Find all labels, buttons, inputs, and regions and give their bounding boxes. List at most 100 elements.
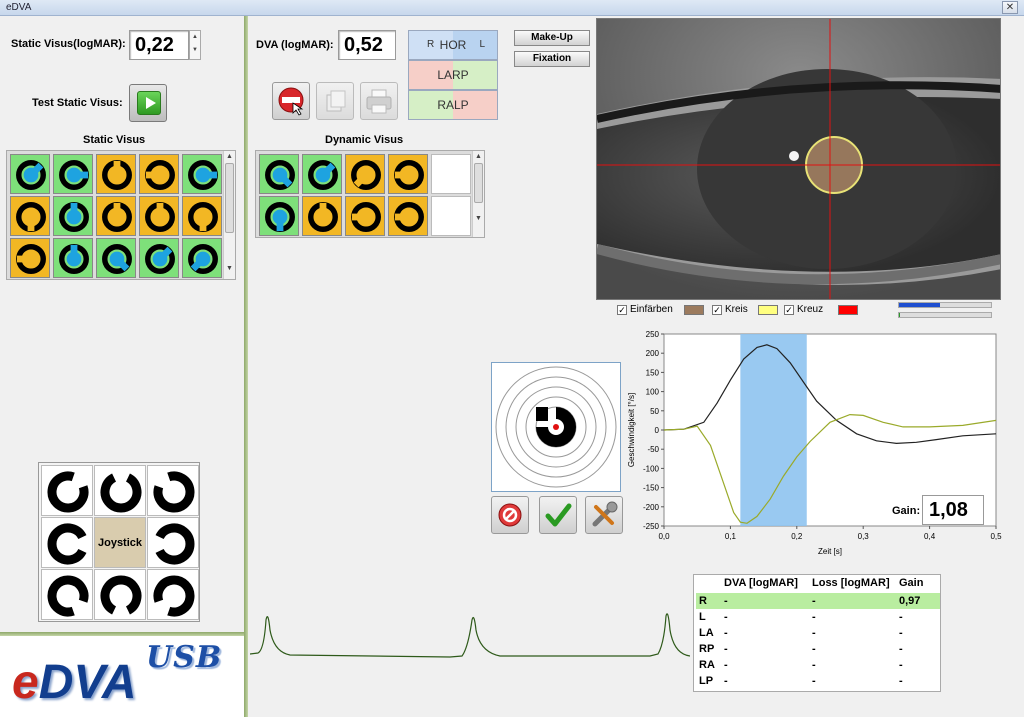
- static-visus-cell[interactable]: [182, 238, 222, 278]
- y-tick-label: -250: [643, 522, 660, 531]
- y-tick-label: 100: [646, 388, 660, 397]
- dva-value[interactable]: 0,52: [338, 30, 396, 60]
- static-visus-spinner[interactable]: ▲ ▼: [189, 30, 201, 60]
- scroll-up-icon[interactable]: ▲: [226, 153, 233, 160]
- static-visus-cell[interactable]: [182, 196, 222, 236]
- dynamic-visus-cell[interactable]: [302, 196, 342, 236]
- kreis-color-swatch[interactable]: [758, 305, 778, 315]
- static-visus-cell[interactable]: [139, 238, 179, 278]
- progress-bar-1: [898, 302, 992, 308]
- static-visus-cell[interactable]: [139, 196, 179, 236]
- static-visus-cell[interactable]: [10, 196, 50, 236]
- panel-divider: [244, 16, 248, 717]
- static-visus-cell[interactable]: [10, 154, 50, 194]
- einfaerben-color-swatch[interactable]: [684, 305, 704, 315]
- dynamic-visus-title: Dynamic Visus: [325, 134, 404, 146]
- static-visus-cell[interactable]: [96, 196, 136, 236]
- joystick-direction-button[interactable]: [41, 569, 93, 620]
- print-button[interactable]: [360, 82, 398, 120]
- table-cell-gain: 0,97: [899, 595, 921, 607]
- static-visus-cell[interactable]: [10, 238, 50, 278]
- eye-camera-view[interactable]: [596, 18, 1001, 300]
- static-visus-value[interactable]: 0,22: [129, 30, 189, 60]
- copy-button[interactable]: [316, 82, 354, 120]
- static-visus-cell[interactable]: [53, 196, 93, 236]
- landolt-c-icon: [153, 471, 195, 513]
- table-row[interactable]: RA - - -: [696, 657, 940, 673]
- hor-button[interactable]: R HOR L: [408, 30, 498, 60]
- kreuz-color-swatch[interactable]: [838, 305, 858, 315]
- table-row[interactable]: LA - - -: [696, 625, 940, 641]
- table-row[interactable]: L---: [696, 609, 940, 625]
- dynamic-visus-cell[interactable]: [259, 154, 299, 194]
- play-icon: [137, 91, 161, 115]
- ralp-button[interactable]: RALP: [408, 90, 498, 120]
- joystick-direction-button[interactable]: [147, 465, 199, 516]
- left-bottom-divider: [0, 632, 244, 636]
- joystick-direction-button[interactable]: [147, 569, 199, 620]
- tools-icon: [592, 501, 618, 527]
- joystick-direction-button[interactable]: [41, 517, 93, 568]
- static-grid-scrollbar[interactable]: ▲ ▼: [223, 151, 235, 279]
- table-row[interactable]: LP - - -: [696, 673, 940, 689]
- settings-button[interactable]: [585, 496, 623, 534]
- table-cell-loss: -: [812, 659, 816, 671]
- static-visus-cell[interactable]: [96, 154, 136, 194]
- joystick-direction-button[interactable]: [94, 465, 146, 516]
- landolt-ring-icon: [16, 160, 46, 190]
- dynamic-visus-cell[interactable]: [302, 154, 342, 194]
- landolt-c-icon: [47, 471, 89, 513]
- table-cell-dva: -: [724, 595, 728, 607]
- scroll-up-icon[interactable]: ▲: [475, 153, 482, 160]
- landolt-ring-icon: [351, 160, 381, 190]
- static-visus-cell[interactable]: [182, 154, 222, 194]
- hor-l-label: L: [479, 39, 485, 50]
- dynamic-visus-cell[interactable]: [388, 154, 428, 194]
- joystick-direction-button[interactable]: [147, 517, 199, 568]
- scroll-thumb[interactable]: [225, 163, 234, 233]
- scroll-thumb[interactable]: [474, 163, 483, 203]
- makeup-button[interactable]: Make-Up: [514, 30, 590, 46]
- scroll-down-icon[interactable]: ▼: [475, 215, 482, 222]
- static-visus-cell[interactable]: [53, 238, 93, 278]
- table-cell-dva: -: [724, 611, 728, 623]
- dynamic-visus-cell[interactable]: [431, 196, 471, 236]
- landolt-ring-icon: [394, 160, 424, 190]
- kreis-checkbox[interactable]: ✓: [712, 305, 722, 315]
- dynamic-visus-cell[interactable]: [345, 196, 385, 236]
- cancel-button[interactable]: [491, 496, 529, 534]
- static-visus-cell[interactable]: [53, 154, 93, 194]
- velocity-chart: 250 200 150 100 50 0 -50 -100 -150 -200 -250 0,0 0,1…: [622, 326, 1002, 562]
- scroll-down-icon[interactable]: ▼: [226, 265, 233, 272]
- joystick-center[interactable]: Joystick: [94, 517, 146, 568]
- table-cell-gain: -: [899, 659, 903, 671]
- kreuz-checkbox[interactable]: ✓: [784, 305, 794, 315]
- table-row[interactable]: R - - 0,97: [696, 593, 940, 609]
- landolt-ring-icon: [188, 202, 218, 232]
- spin-up-icon[interactable]: ▲: [192, 34, 198, 40]
- dynamic-visus-cell[interactable]: [259, 196, 299, 236]
- joystick-direction-button[interactable]: [94, 569, 146, 620]
- kreis-label: Kreis: [725, 304, 748, 315]
- einfaerben-checkbox[interactable]: ✓: [617, 305, 627, 315]
- hor-label: HOR: [439, 38, 467, 52]
- test-static-visus-button[interactable]: [129, 84, 167, 122]
- static-visus-cell[interactable]: [139, 154, 179, 194]
- larp-button[interactable]: LARP: [408, 60, 498, 90]
- table-row[interactable]: RP - - -: [696, 641, 940, 657]
- landolt-c-icon: [153, 575, 195, 617]
- dynamic-visus-cell[interactable]: [345, 154, 385, 194]
- stop-record-button[interactable]: [272, 82, 310, 120]
- confirm-button[interactable]: [539, 496, 577, 534]
- landolt-ring-icon: [59, 160, 89, 190]
- dynamic-visus-cell[interactable]: [388, 196, 428, 236]
- fixation-button[interactable]: Fixation: [514, 51, 590, 67]
- static-visus-cell[interactable]: [96, 238, 136, 278]
- landolt-ring-icon: [102, 160, 132, 190]
- joystick-direction-button[interactable]: [41, 465, 93, 516]
- close-button[interactable]: ✕: [1002, 1, 1018, 14]
- dynamic-grid-scrollbar[interactable]: ▲ ▼: [472, 151, 484, 237]
- spin-down-icon[interactable]: ▼: [192, 47, 198, 53]
- dynamic-visus-cell[interactable]: [431, 154, 471, 194]
- landolt-c-icon: [100, 575, 142, 615]
